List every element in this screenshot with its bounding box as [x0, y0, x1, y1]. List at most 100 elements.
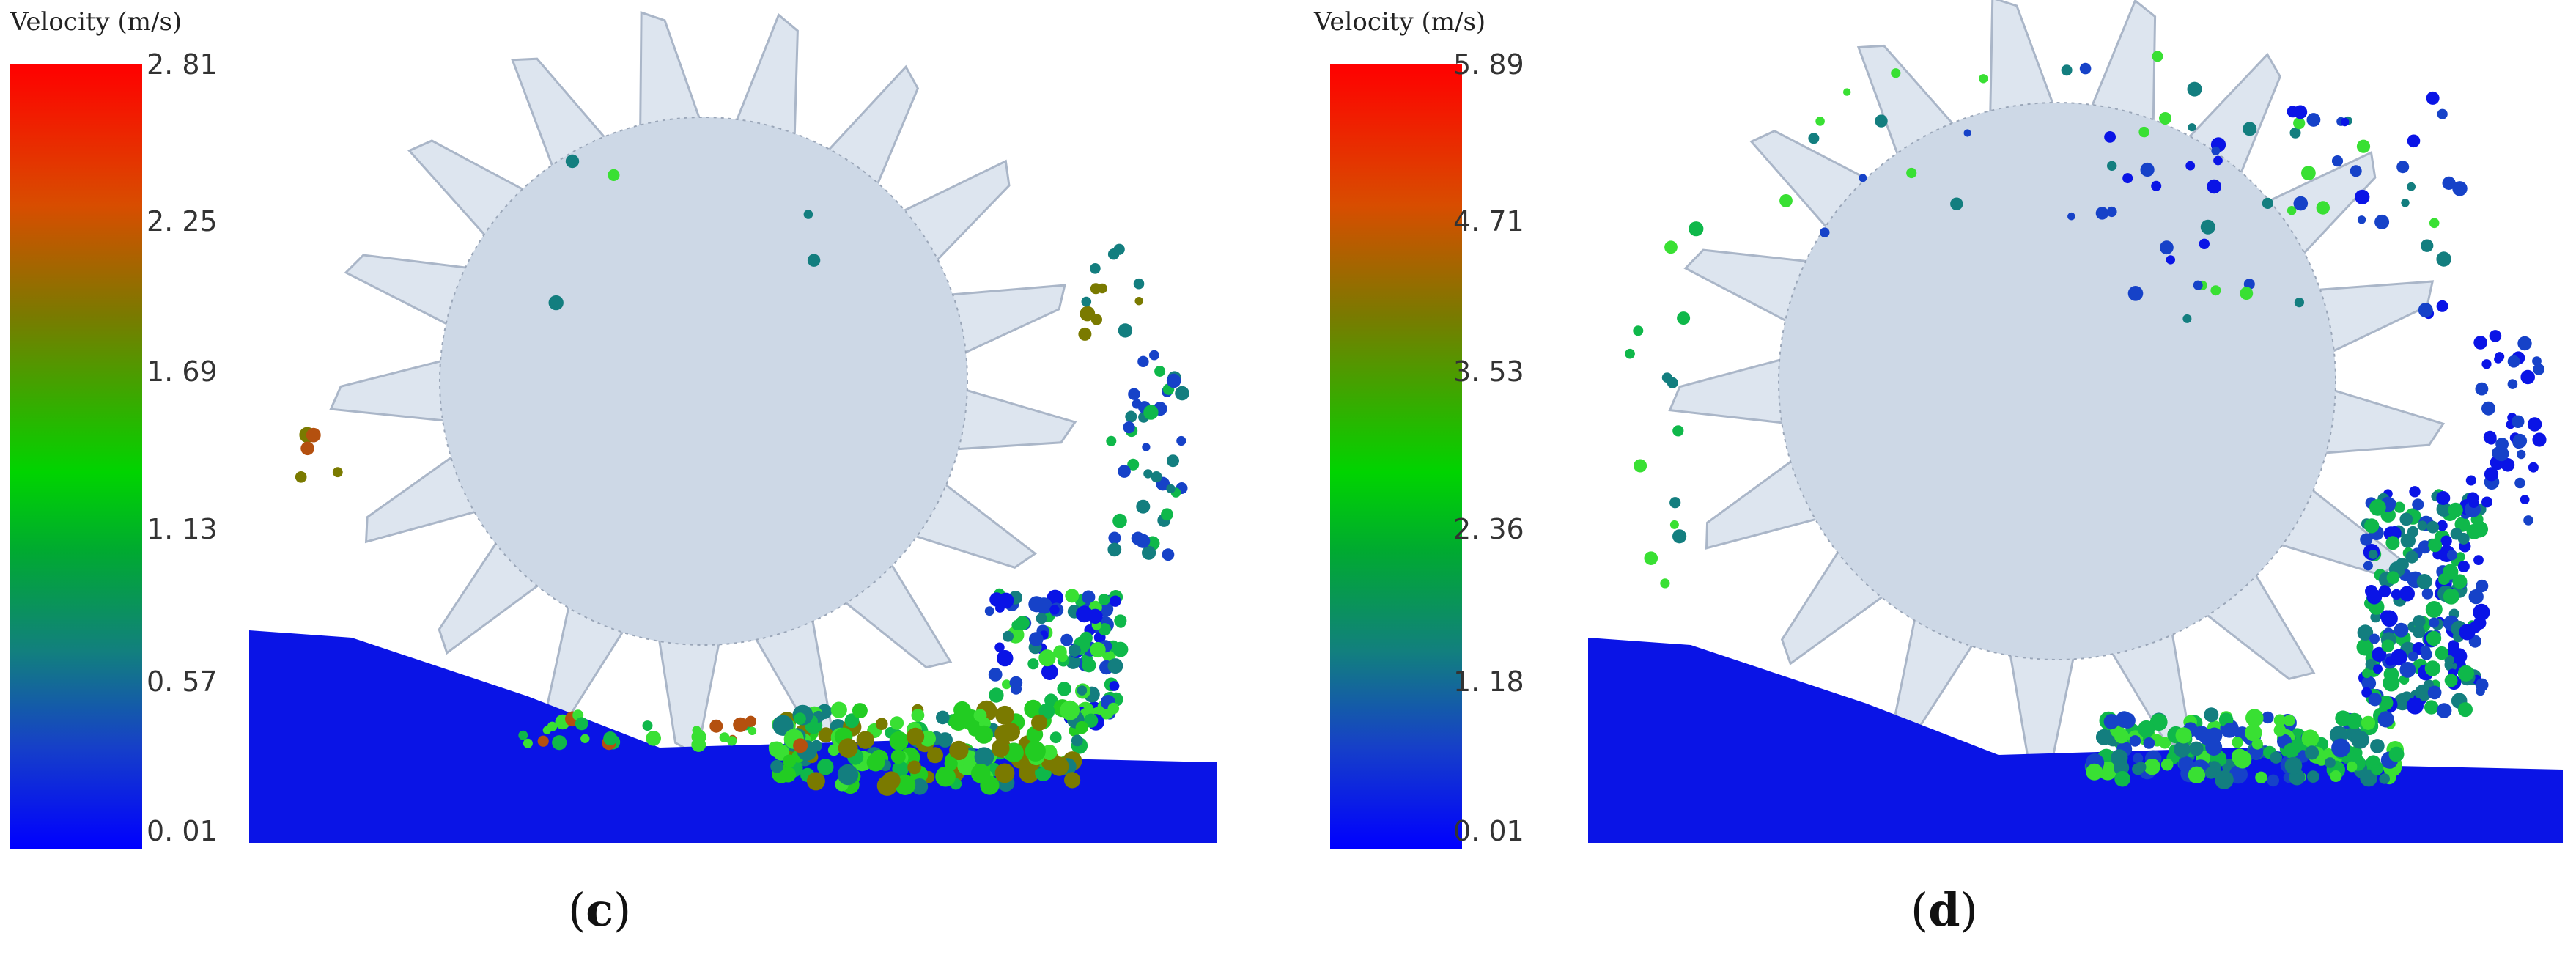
panel-caption: (d): [1911, 883, 1978, 937]
velocity-colorbar: [10, 64, 142, 849]
particle: [295, 471, 307, 483]
particle: [994, 763, 1015, 783]
particle: [1633, 325, 1644, 336]
particle: [1060, 700, 1080, 720]
particle: [937, 732, 953, 748]
particle: [995, 705, 1015, 725]
particle: [2418, 303, 2433, 318]
particle: [1024, 699, 1043, 718]
particle: [2293, 117, 2306, 130]
particle: [2457, 561, 2470, 572]
particle: [523, 738, 533, 748]
particle: [2437, 520, 2448, 531]
colorbar-tick: 1. 69: [147, 355, 218, 388]
particle: [1069, 644, 1081, 657]
particle: [2369, 499, 2386, 516]
particle: [2440, 535, 2452, 547]
particle: [2436, 251, 2451, 267]
particle: [827, 744, 840, 756]
particle: [2379, 773, 2390, 784]
particle: [2175, 727, 2192, 744]
particle: [2166, 255, 2175, 265]
particle: [1090, 263, 1101, 274]
particle: [2457, 665, 2474, 682]
particle: [2444, 655, 2454, 665]
particle: [852, 703, 868, 719]
particle: [2106, 206, 2117, 218]
particle: [2407, 526, 2419, 538]
particle: [2489, 330, 2502, 342]
particle: [2435, 646, 2449, 660]
particle: [1038, 649, 1056, 667]
particle: [1084, 713, 1099, 728]
particle: [2182, 314, 2192, 323]
particle: [2523, 515, 2533, 526]
caption-letter: c: [586, 883, 613, 937]
particle: [2412, 498, 2424, 511]
particle: [889, 731, 909, 751]
particle: [1906, 167, 1917, 179]
colorbar-tick: 0. 57: [147, 665, 218, 698]
particle: [306, 427, 321, 443]
particle: [830, 701, 847, 718]
particle: [1167, 454, 1179, 468]
particle: [2492, 446, 2504, 460]
particle: [2424, 700, 2439, 715]
particle: [1107, 542, 1122, 557]
particle: [1689, 221, 1704, 237]
particle: [2494, 355, 2503, 364]
particle: [2427, 685, 2442, 700]
particle: [1041, 663, 1058, 680]
particle-bed: [249, 630, 1217, 843]
velocity-colorbar: [1330, 64, 1462, 849]
simulation-render-d: [1588, 0, 2563, 843]
particle: [2245, 709, 2264, 727]
particle: [642, 720, 653, 731]
colorbar-tick: 4. 71: [1453, 205, 1524, 237]
particle: [2476, 579, 2489, 593]
particle: [2421, 588, 2434, 600]
particle: [1135, 534, 1151, 548]
particle: [970, 764, 991, 783]
particle: [2369, 633, 2380, 644]
particle: [994, 642, 1005, 652]
particle: [807, 254, 821, 267]
particle: [2473, 603, 2490, 622]
particle: [1112, 513, 1127, 528]
particle: [2368, 693, 2382, 707]
particle: [2475, 382, 2489, 396]
particle: [2378, 585, 2391, 598]
particle: [1049, 605, 1060, 615]
particle: [2306, 770, 2319, 783]
particle: [692, 726, 701, 735]
particle: [1127, 458, 1140, 471]
colorbar-tick: 2. 36: [1453, 513, 1524, 545]
particle: [2188, 766, 2206, 784]
particle: [2455, 552, 2465, 562]
particle: [2187, 81, 2202, 97]
particle: [1025, 740, 1046, 762]
particle: [2451, 648, 2468, 665]
legend-title: Velocity (m/s): [1314, 7, 1486, 37]
particle: [565, 154, 580, 169]
particle: [2245, 724, 2262, 742]
particle: [300, 441, 314, 456]
caption-open: (: [568, 883, 586, 937]
particle: [1137, 355, 1149, 367]
particle: [997, 592, 1014, 609]
particle: [2361, 715, 2376, 730]
particle: [2351, 730, 2369, 749]
particle: [2116, 711, 2133, 728]
particle: [1634, 459, 1647, 473]
particle: [1125, 410, 1137, 423]
particle: [1166, 373, 1181, 388]
particle: [1149, 350, 1159, 361]
particle: [2532, 432, 2547, 447]
particle: [1672, 425, 1684, 437]
colorbar-tick: 1. 13: [147, 513, 218, 545]
particle: [2205, 739, 2223, 756]
colorbar-tick: 0. 01: [1453, 815, 1524, 847]
particle: [2262, 197, 2273, 209]
particle: [2111, 749, 2128, 767]
particle: [1875, 114, 1888, 128]
